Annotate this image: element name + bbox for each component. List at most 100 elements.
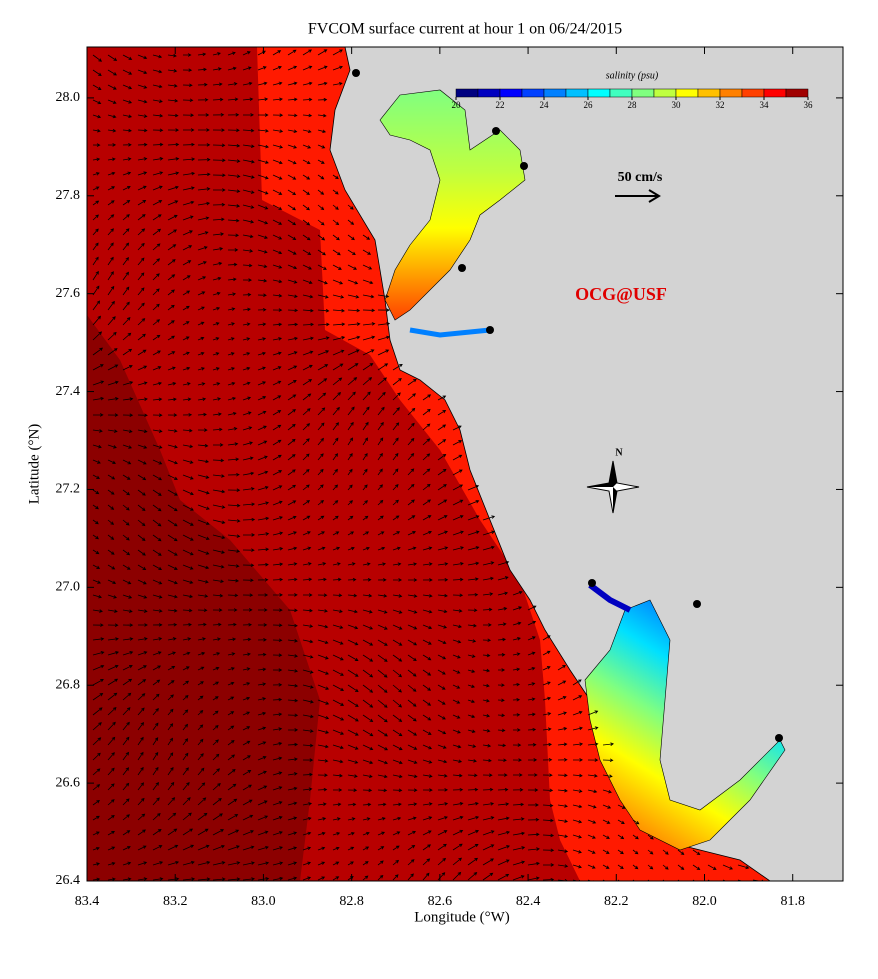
current-vector — [587, 804, 597, 809]
y-tick-label: 26.8 — [56, 677, 81, 692]
current-vector — [137, 877, 148, 881]
current-vector — [182, 444, 194, 449]
current-vector — [272, 547, 284, 551]
current-vector — [257, 593, 269, 597]
current-vector — [107, 444, 117, 449]
current-vector — [467, 801, 479, 806]
current-vector — [272, 366, 282, 371]
colorbar-tick-label: 32 — [716, 100, 725, 110]
current-vector — [272, 380, 282, 386]
current-vector — [317, 500, 325, 506]
current-vector — [182, 68, 193, 72]
current-vector — [302, 846, 312, 851]
current-vector — [542, 666, 551, 671]
current-vector — [482, 561, 495, 566]
plot-frame — [86, 46, 844, 882]
current-vector — [257, 547, 270, 552]
current-vector — [227, 608, 238, 612]
current-vector — [497, 560, 510, 566]
current-vector — [122, 579, 132, 585]
current-vector — [587, 849, 596, 854]
current-vector — [287, 394, 297, 401]
current-vector — [377, 546, 386, 551]
current-vector — [197, 753, 204, 761]
current-vector — [197, 549, 210, 555]
current-vector — [242, 249, 254, 253]
current-vector — [182, 53, 192, 57]
current-vector — [422, 830, 432, 836]
current-vector — [92, 172, 100, 176]
current-vector — [317, 577, 327, 582]
x-tick-label: 82.6 — [428, 894, 453, 909]
current-vector — [302, 113, 313, 118]
current-vector — [152, 459, 163, 465]
current-vector — [422, 624, 433, 630]
current-vector — [377, 831, 386, 836]
current-vector — [107, 678, 119, 686]
current-vector — [287, 669, 299, 673]
current-vector — [107, 799, 115, 806]
current-vector — [242, 97, 254, 101]
current-vector — [527, 636, 536, 641]
current-vector — [242, 307, 251, 312]
current-vector — [167, 877, 180, 881]
current-vector — [407, 393, 416, 401]
current-vector — [362, 624, 374, 630]
current-vector — [137, 272, 145, 281]
current-vector — [467, 714, 476, 719]
current-vector — [317, 392, 327, 401]
current-vector — [407, 578, 418, 582]
current-vector — [377, 699, 388, 708]
current-vector — [272, 531, 284, 536]
current-vector — [152, 142, 164, 147]
current-vector — [272, 668, 283, 672]
current-vector — [137, 534, 146, 541]
current-vector — [107, 348, 118, 356]
colorbar-segment — [631, 88, 655, 98]
current-vector — [227, 667, 235, 671]
current-vector — [152, 504, 162, 512]
current-vector — [272, 189, 283, 195]
current-vector — [227, 442, 239, 446]
current-vector — [392, 594, 403, 598]
current-vector — [137, 444, 148, 449]
current-vector — [212, 188, 226, 192]
current-vector — [287, 876, 298, 881]
current-vector — [122, 504, 130, 511]
current-vector — [272, 308, 283, 312]
current-vector — [257, 337, 267, 341]
current-vector — [302, 714, 314, 719]
current-vector — [152, 623, 163, 627]
current-vector — [122, 348, 133, 356]
current-vector — [107, 579, 117, 585]
current-vector — [152, 99, 163, 103]
current-vector — [212, 710, 219, 716]
current-vector — [452, 684, 461, 689]
current-vector — [482, 530, 496, 536]
current-vector — [392, 484, 399, 491]
current-vector — [272, 756, 283, 761]
current-vector — [497, 637, 507, 642]
current-vector — [302, 423, 311, 431]
current-vector — [197, 397, 207, 401]
current-vector — [512, 860, 526, 866]
current-vector — [212, 797, 222, 806]
current-vector — [452, 829, 464, 836]
current-vector — [92, 609, 103, 613]
current-vector — [272, 727, 283, 731]
current-vector — [512, 590, 523, 596]
current-vector — [377, 684, 388, 693]
current-vector — [362, 363, 374, 371]
current-vector — [167, 549, 178, 556]
colorbar-tick-label: 24 — [540, 100, 550, 110]
current-vector — [527, 847, 540, 851]
current-vector — [242, 81, 253, 86]
current-vector — [422, 714, 432, 721]
current-vector — [107, 862, 116, 866]
current-vector — [257, 381, 267, 386]
current-vector — [122, 736, 130, 746]
current-vector — [92, 114, 102, 119]
current-vector — [302, 654, 314, 659]
current-vector — [167, 651, 176, 656]
current-vector — [182, 828, 194, 836]
